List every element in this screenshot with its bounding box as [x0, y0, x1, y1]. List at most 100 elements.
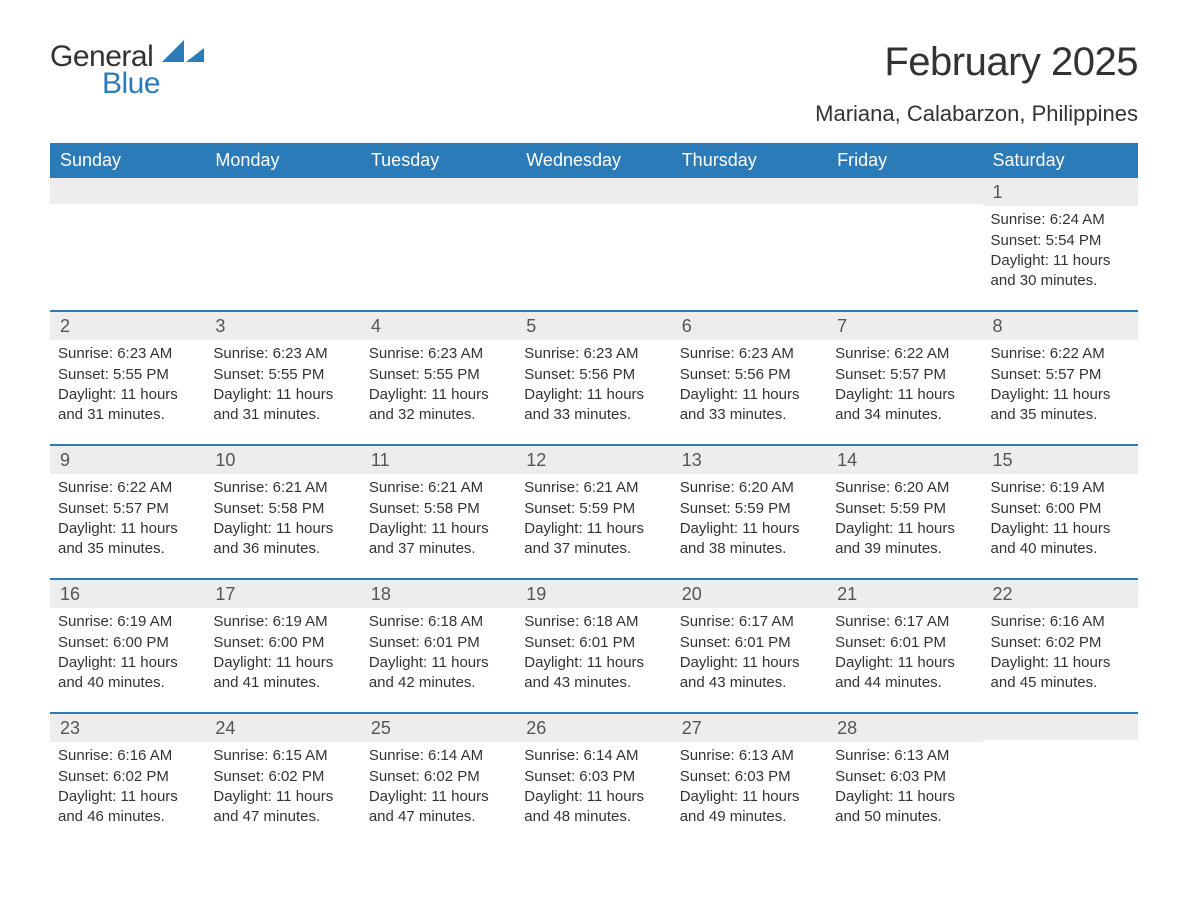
header: General Blue February 2025 Mariana, Cala…: [50, 40, 1138, 137]
week-row: 1 Sunrise: 6:24 AMSunset: 5:54 PMDaylight…: [50, 178, 1138, 310]
sunrise-text: Sunrise: 6:19 AM: [58, 612, 197, 632]
day-cell: 28Sunrise: 6:13 AMSunset: 6:03 PMDayligh…: [827, 714, 982, 846]
sunrise-text: Sunrise: 6:23 AM: [680, 344, 819, 364]
daylight-text: Daylight: 11 hours and 40 minutes.: [58, 653, 197, 694]
sunset-text: Sunset: 5:59 PM: [680, 499, 819, 519]
daylight-text: Daylight: 11 hours and 46 minutes.: [58, 787, 197, 828]
sunset-text: Sunset: 6:02 PM: [369, 767, 508, 787]
day-cell: [50, 178, 205, 310]
daylight-text: Daylight: 11 hours and 31 minutes.: [213, 385, 352, 426]
day-number: 11: [361, 446, 516, 474]
sunset-text: Sunset: 6:02 PM: [991, 633, 1130, 653]
sunrise-text: Sunrise: 6:18 AM: [524, 612, 663, 632]
day-cell: 9Sunrise: 6:22 AMSunset: 5:57 PMDaylight…: [50, 446, 205, 578]
day-number: 20: [672, 580, 827, 608]
day-number: 14: [827, 446, 982, 474]
day-number: 19: [516, 580, 671, 608]
week-row: 2Sunrise: 6:23 AMSunset: 5:55 PMDaylight…: [50, 310, 1138, 444]
day-cell: [827, 178, 982, 310]
sunset-text: Sunset: 5:57 PM: [991, 365, 1130, 385]
day-number: 26: [516, 714, 671, 742]
day-number: [827, 178, 982, 204]
sunset-text: Sunset: 6:03 PM: [835, 767, 974, 787]
day-cell: 22Sunrise: 6:16 AMSunset: 6:02 PMDayligh…: [983, 580, 1138, 712]
day-cell: [672, 178, 827, 310]
daylight-text: Daylight: 11 hours and 31 minutes.: [58, 385, 197, 426]
sunset-text: Sunset: 6:02 PM: [213, 767, 352, 787]
weekday-header: Sunday: [50, 143, 205, 178]
day-cell: [983, 714, 1138, 846]
day-cell: [205, 178, 360, 310]
week-row: 23Sunrise: 6:16 AMSunset: 6:02 PMDayligh…: [50, 712, 1138, 846]
sunrise-text: Sunrise: 6:23 AM: [524, 344, 663, 364]
weekday-header: Monday: [205, 143, 360, 178]
day-number: [983, 714, 1138, 740]
day-cell: 15Sunrise: 6:19 AMSunset: 6:00 PMDayligh…: [983, 446, 1138, 578]
sunrise-text: Sunrise: 6:19 AM: [213, 612, 352, 632]
week-row: 9 Sunrise: 6:22 AMSunset: 5:57 PM Daylight…: [50, 444, 1138, 578]
day-cell: 12Sunrise: 6:21 AMSunset: 5:59 PMDayligh…: [516, 446, 671, 578]
sunset-text: Sunset: 5:57 PM: [58, 499, 197, 519]
sunrise-text: Sunrise: 6:23 AM: [369, 344, 508, 364]
day-cell: 16Sunrise: 6:19 AMSunset: 6:00 PMDayligh…: [50, 580, 205, 712]
sunrise-text: Sunrise: 6:14 AM: [524, 746, 663, 766]
weekday-header: Friday: [827, 143, 982, 178]
daylight-text: Daylight: 11 hours and 50 minutes.: [835, 787, 974, 828]
daylight-text: Daylight: 11 hours and 33 minutes.: [680, 385, 819, 426]
sunset-text: Sunset: 5:55 PM: [213, 365, 352, 385]
sunset-text: Sunset: 5:56 PM: [680, 365, 819, 385]
sunrise-text: Sunrise: 6:20 AM: [835, 478, 974, 498]
sunset-text: Sunset: 5:58 PM: [213, 499, 352, 519]
day-number: 27: [672, 714, 827, 742]
daylight-text: Daylight: 11 hours and 43 minutes.: [680, 653, 819, 694]
day-number: 4: [361, 312, 516, 340]
sunrise-text: Sunrise: 6:24 AM: [991, 210, 1130, 230]
daylight-text: Daylight: 11 hours and 43 minutes.: [524, 653, 663, 694]
weekday-header: Thursday: [672, 143, 827, 178]
sunset-text: Sunset: 5:56 PM: [524, 365, 663, 385]
sunset-text: Sunset: 6:02 PM: [58, 767, 197, 787]
day-number: 1: [983, 178, 1138, 206]
daylight-text: Daylight: 11 hours and 37 minutes.: [524, 519, 663, 560]
day-cell: 26Sunrise: 6:14 AMSunset: 6:03 PMDayligh…: [516, 714, 671, 846]
daylight-text: Daylight: 11 hours and 33 minutes.: [524, 385, 663, 426]
day-cell: [361, 178, 516, 310]
weeks-container: 1Sunrise: 6:24 AMSunset: 5:54 PMDaylight…: [50, 178, 1138, 846]
sunrise-text: Sunrise: 6:20 AM: [680, 478, 819, 498]
day-number: 16: [50, 580, 205, 608]
title-block: February 2025 Mariana, Calabarzon, Phili…: [815, 40, 1138, 137]
logo-word2: Blue: [102, 67, 204, 101]
daylight-text: Daylight: 11 hours and 34 minutes.: [835, 385, 974, 426]
sunrise-text: Sunrise: 6:22 AM: [58, 478, 197, 498]
day-cell: 1 Sunrise: 6:24 AMSunset: 5:54 PMDaylight…: [983, 178, 1138, 310]
sunrise-text: Sunrise: 6:23 AM: [213, 344, 352, 364]
sunrise-text: Sunrise: 6:17 AM: [680, 612, 819, 632]
day-number: 5: [516, 312, 671, 340]
sunset-text: Sunset: 5:59 PM: [835, 499, 974, 519]
daylight-text: Daylight: 11 hours and 30 minutes.: [991, 251, 1130, 292]
logo-sail-icon: [162, 40, 204, 69]
sunset-text: Sunset: 6:00 PM: [213, 633, 352, 653]
sunrise-text: Sunrise: 6:18 AM: [369, 612, 508, 632]
day-cell: 23Sunrise: 6:16 AMSunset: 6:02 PMDayligh…: [50, 714, 205, 846]
day-number: [516, 178, 671, 204]
weekday-header-row: SundayMondayTuesdayWednesdayThursdayFrid…: [50, 143, 1138, 178]
day-number: 10: [205, 446, 360, 474]
daylight-text: Daylight: 11 hours and 49 minutes.: [680, 787, 819, 828]
sunrise-text: Sunrise: 6:16 AM: [991, 612, 1130, 632]
sunset-text: Sunset: 5:54 PM: [991, 231, 1130, 251]
day-cell: 3Sunrise: 6:23 AMSunset: 5:55 PMDaylight…: [205, 312, 360, 444]
sunrise-text: Sunrise: 6:21 AM: [524, 478, 663, 498]
sunrise-text: Sunrise: 6:16 AM: [58, 746, 197, 766]
day-cell: 5 Sunrise: 6:23 AMSunset: 5:56 PMDaylight…: [516, 312, 671, 444]
sunrise-text: Sunrise: 6:22 AM: [835, 344, 974, 364]
day-cell: 27Sunrise: 6:13 AMSunset: 6:03 PMDayligh…: [672, 714, 827, 846]
logo-text-block: General Blue: [50, 40, 204, 101]
day-number: [50, 178, 205, 204]
day-cell: 24Sunrise: 6:15 AMSunset: 6:02 PMDayligh…: [205, 714, 360, 846]
location: Mariana, Calabarzon, Philippines: [815, 101, 1138, 127]
daylight-text: Daylight: 11 hours and 39 minutes.: [835, 519, 974, 560]
day-number: 9: [50, 446, 205, 474]
sunrise-text: Sunrise: 6:14 AM: [369, 746, 508, 766]
daylight-text: Daylight: 11 hours and 47 minutes.: [213, 787, 352, 828]
